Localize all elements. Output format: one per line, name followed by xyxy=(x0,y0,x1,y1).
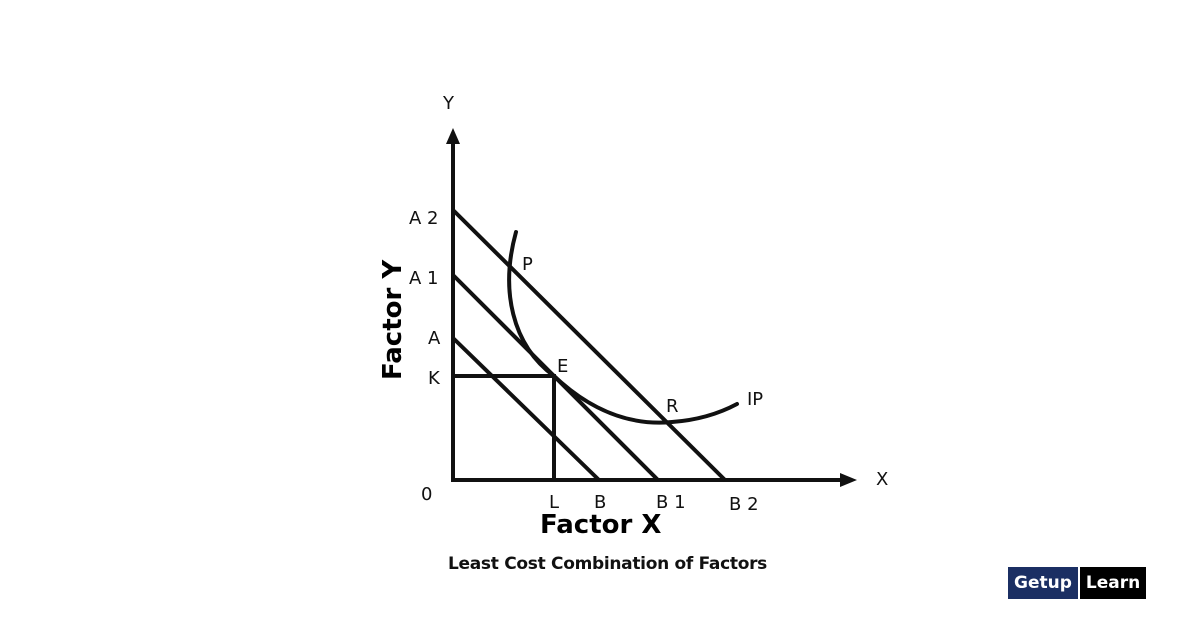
logo-getup: Getup xyxy=(1008,567,1078,599)
point-b-label: B xyxy=(594,492,607,513)
point-a2-label: A 2 xyxy=(409,208,439,229)
point-b2-label: B 2 xyxy=(729,494,759,515)
point-a-label: A xyxy=(428,328,441,349)
y-axis-arrow-icon xyxy=(446,128,460,144)
y-axis-label: Y xyxy=(443,93,454,114)
curve-ip-label: IP xyxy=(747,389,764,410)
point-k-label: K xyxy=(428,368,440,389)
isocost-line-ab xyxy=(451,336,601,482)
point-a1-label: A 1 xyxy=(409,268,439,289)
origin-label: 0 xyxy=(421,484,433,505)
y-axis-title: Factor Y xyxy=(378,259,408,380)
diagram-caption: Least Cost Combination of Factors xyxy=(448,554,767,574)
point-e-label: E xyxy=(557,356,569,377)
x-axis-arrow-icon xyxy=(840,473,857,487)
point-l-label: L xyxy=(549,492,560,513)
x-axis-title: Factor X xyxy=(540,510,662,540)
point-r-label: R xyxy=(666,396,679,417)
x-axis-label: X xyxy=(876,469,889,490)
point-b1-label: B 1 xyxy=(656,492,686,513)
logo-learn: Learn xyxy=(1077,567,1147,599)
isocost-line-a2b2 xyxy=(451,208,727,482)
isoproduct-curve xyxy=(507,230,739,425)
point-p-label: P xyxy=(522,254,533,275)
getuplearn-logo: Getup Learn xyxy=(1008,567,1147,599)
